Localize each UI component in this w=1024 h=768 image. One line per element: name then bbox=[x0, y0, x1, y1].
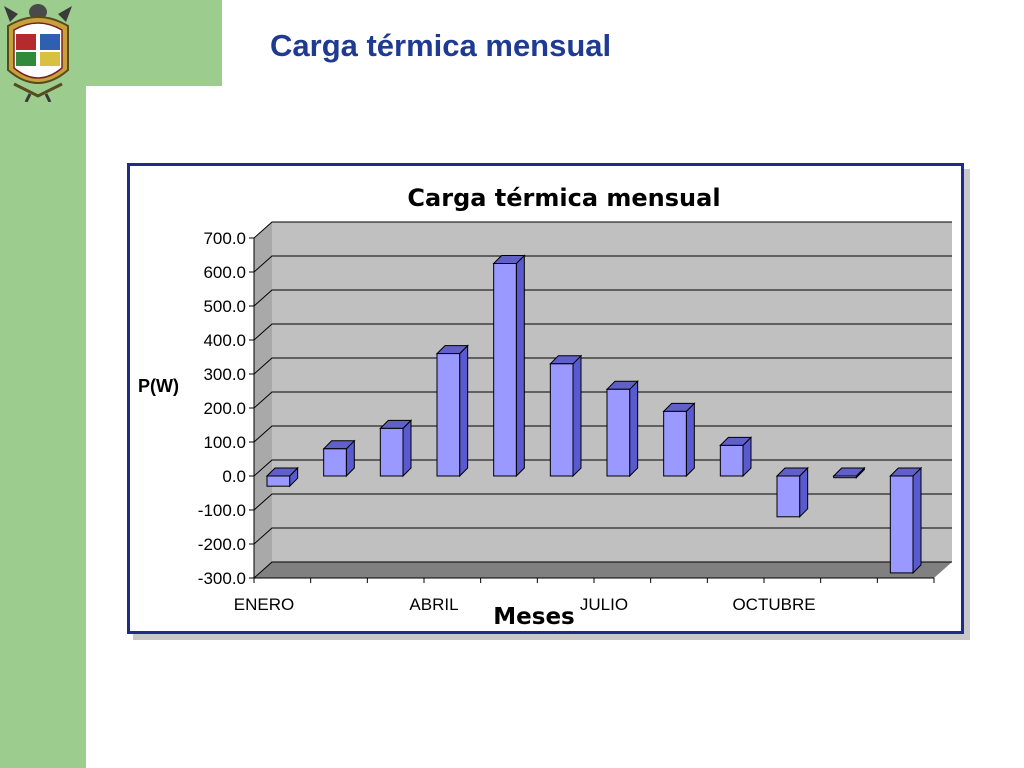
x-tick-label: ENERO bbox=[234, 595, 294, 614]
bar-side bbox=[629, 380, 639, 478]
bar bbox=[889, 475, 914, 574]
bar bbox=[436, 353, 461, 477]
gridline bbox=[253, 391, 952, 409]
bar bbox=[549, 363, 574, 477]
x-tick-label: OCTUBRE bbox=[732, 595, 815, 614]
bar bbox=[833, 475, 857, 479]
gridline bbox=[253, 493, 952, 511]
accent-corner bbox=[86, 86, 116, 116]
y-tick-label: -300.0 bbox=[198, 569, 246, 588]
x-axis-label: Meses bbox=[493, 604, 574, 630]
bar-side bbox=[685, 402, 695, 478]
chart-frame: 700.0 600.0 500.0 400.0 300.0 200.0 100.0 0.0 -1… bbox=[127, 163, 964, 634]
bar-side bbox=[402, 419, 412, 478]
gridline bbox=[253, 561, 952, 579]
accent-band-left bbox=[0, 86, 86, 768]
bar-side bbox=[459, 344, 469, 478]
slide-title: Carga térmica mensual bbox=[270, 28, 612, 63]
y-tick-label: 100.0 bbox=[203, 433, 246, 452]
bar bbox=[379, 427, 404, 477]
bar bbox=[493, 263, 517, 477]
gridline bbox=[253, 221, 952, 239]
y-tick-label: 500.0 bbox=[203, 297, 246, 316]
y-tick-label: 200.0 bbox=[203, 399, 246, 418]
bar bbox=[323, 448, 347, 477]
x-tick-label: JULIO bbox=[580, 595, 628, 614]
bar bbox=[266, 475, 291, 487]
gridline bbox=[253, 289, 952, 307]
y-tick-label: -200.0 bbox=[198, 535, 246, 554]
y-tick-label: 600.0 bbox=[203, 263, 246, 282]
bar-side bbox=[912, 466, 922, 575]
bar bbox=[776, 475, 801, 518]
gridline bbox=[253, 255, 952, 273]
bar bbox=[663, 410, 687, 477]
gridline bbox=[253, 527, 952, 545]
gridline bbox=[253, 357, 952, 375]
y-tick-label: 400.0 bbox=[203, 331, 246, 350]
university-crest-icon bbox=[4, 4, 72, 102]
bar bbox=[719, 444, 744, 477]
y-tick-label: 700.0 bbox=[203, 229, 246, 248]
y-tick-label: 0.0 bbox=[222, 467, 246, 486]
chart-floor bbox=[254, 562, 952, 578]
y-axis-label: P(W) bbox=[138, 376, 179, 396]
bar-chart: 700.0 600.0 500.0 400.0 300.0 200.0 100.0 0.0 -1… bbox=[138, 184, 952, 630]
bar bbox=[606, 388, 631, 477]
bar-side bbox=[515, 254, 525, 478]
y-tick-label: 300.0 bbox=[203, 365, 246, 384]
x-tick-label: ABRIL bbox=[409, 595, 458, 614]
bar-side bbox=[572, 354, 582, 478]
gridline bbox=[253, 425, 952, 443]
chart-title: Carga térmica mensual bbox=[407, 184, 720, 212]
y-tick-label: -100.0 bbox=[198, 501, 246, 520]
gridline bbox=[253, 323, 952, 341]
